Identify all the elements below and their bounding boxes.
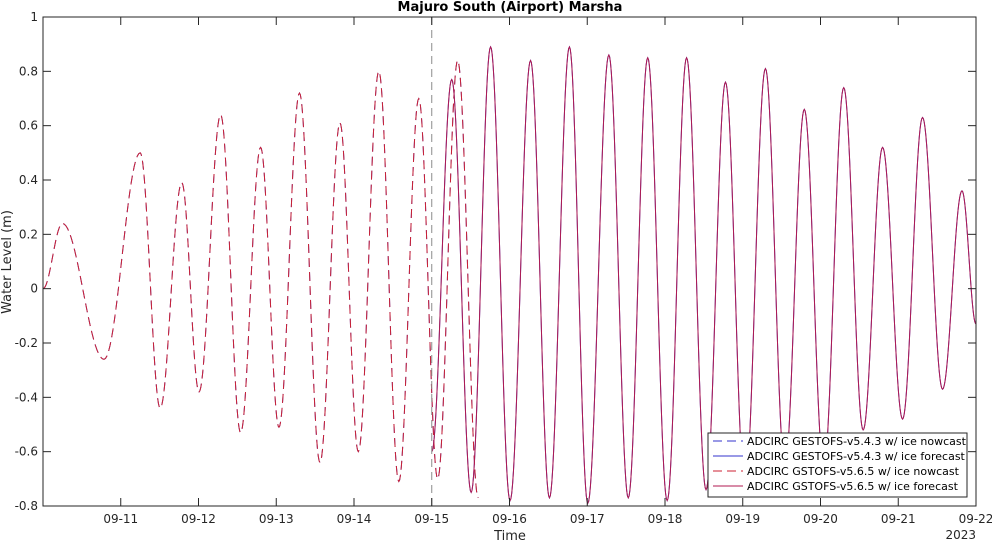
legend-entry-3: ADCIRC GSTOFS-v5.6.5 w/ ice nowcast (747, 465, 960, 478)
legend: ADCIRC GESTOFS-v5.4.3 w/ ice nowcast ADCI… (707, 432, 968, 498)
legend-entry-2: ADCIRC GESTOFS-v5.4.3 w/ ice forecast (747, 450, 966, 463)
x-tick-label: 09-20 (803, 512, 838, 526)
y-axis-label: Water Level (m) (0, 210, 15, 314)
x-axis: 09-11 09-12 09-13 09-14 09-15 09-16 09-17 09-18… (103, 17, 992, 526)
y-tick-label: -0.4 (15, 390, 38, 404)
series-line-3 (42, 59, 479, 499)
x-tick-label: 09-15 (414, 512, 449, 526)
x-tick-label: 09-16 (492, 512, 527, 526)
x-axis-year-label: 2023 (945, 528, 976, 541)
y-axis: -0.8 -0.6 -0.4 -0.2 0 0.2 0.4 0.6 0.8 1 (15, 10, 976, 513)
x-tick-label: 09-17 (570, 512, 605, 526)
y-tick-label: -0.6 (15, 445, 38, 459)
plot-area (43, 17, 976, 506)
x-tick-label: 09-19 (725, 512, 760, 526)
y-tick-label: 1 (30, 10, 38, 24)
legend-entry-1: ADCIRC GESTOFS-v5.4.3 w/ ice nowcast (747, 435, 967, 448)
y-tick-label: 0 (30, 282, 38, 296)
x-tick-label: 09-14 (337, 512, 372, 526)
legend-entry-4: ADCIRC GSTOFS-v5.6.5 w/ ice forecast (747, 480, 959, 493)
y-tick-label: -0.2 (15, 336, 38, 350)
x-tick-label: 09-12 (181, 512, 216, 526)
x-tick-label: 09-21 (881, 512, 916, 526)
y-tick-label: 0.8 (19, 64, 38, 78)
y-tick-label: 0.2 (19, 227, 38, 241)
x-tick-label: 09-13 (259, 512, 294, 526)
y-tick-label: 0.4 (19, 173, 38, 187)
legend-box (707, 432, 968, 498)
y-tick-label: -0.8 (15, 499, 38, 513)
x-tick-label: 09-11 (103, 512, 138, 526)
chart-title: Majuro South (Airport) Marsha (398, 0, 623, 15)
x-tick-label: 09-22 (959, 512, 992, 526)
y-tick-label: 0.6 (19, 119, 38, 133)
x-tick-label: 09-18 (648, 512, 683, 526)
x-axis-label: Time (493, 529, 526, 541)
series-line-4 (431, 45, 977, 505)
series-layer (42, 45, 977, 505)
